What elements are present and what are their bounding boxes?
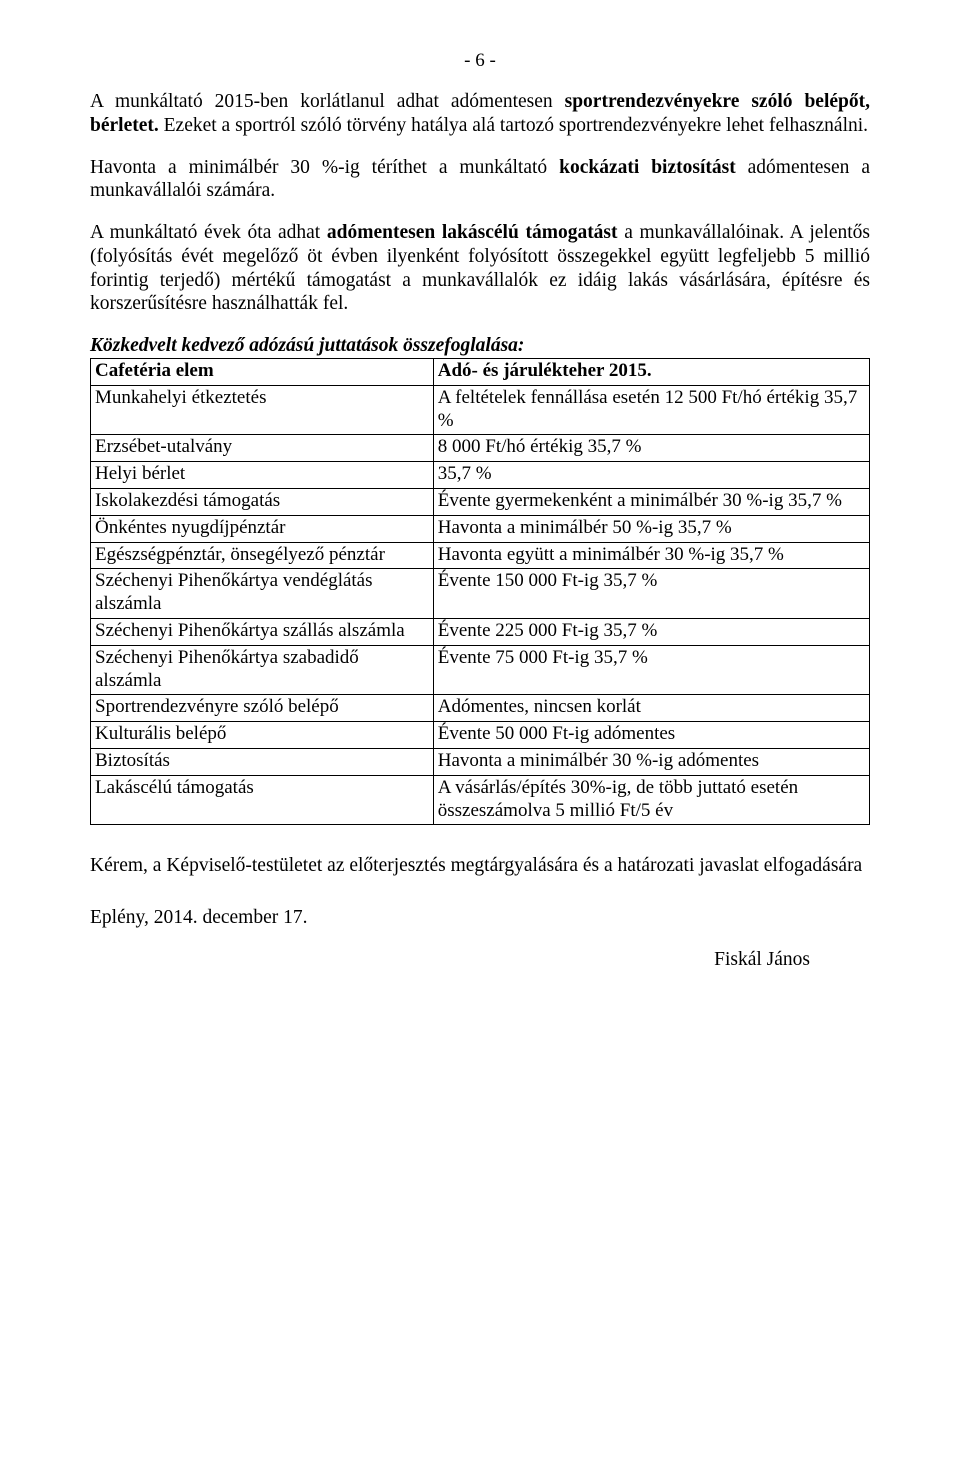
table-cell: 35,7 % [433, 462, 869, 489]
table-cell: Évente 75 000 Ft-ig 35,7 % [433, 645, 869, 695]
table-cell: Évente gyermekenként a minimálbér 30 %-i… [433, 489, 869, 516]
table-cell: Biztosítás [91, 748, 434, 775]
table-cell: Helyi bérlet [91, 462, 434, 489]
table-cell: Havonta a minimálbér 30 %-ig adómentes [433, 748, 869, 775]
table-row: Kulturális belépőÉvente 50 000 Ft-ig adó… [91, 722, 870, 749]
table-cell: Évente 50 000 Ft-ig adómentes [433, 722, 869, 749]
table-row: Széchenyi Pihenőkártya szállás alszámlaÉ… [91, 619, 870, 646]
table-cell: Havonta a minimálbér 50 %-ig 35,7 % [433, 515, 869, 542]
table-header-row: Cafetéria elem Adó- és járulékteher 2015… [91, 359, 870, 386]
paragraph-1: A munkáltató 2015-ben korlátlanul adhat … [90, 90, 870, 138]
table-row: Széchenyi Pihenőkártya szabadidő alszáml… [91, 645, 870, 695]
document-page: - 6 - A munkáltató 2015-ben korlátlanul … [0, 0, 960, 1480]
table-cell: Sportrendezvényre szóló belépő [91, 695, 434, 722]
signature-name: Fiskál János [90, 949, 810, 971]
page-number: - 6 - [90, 50, 870, 72]
paragraph-3: A munkáltató évek óta adhat adómentesen … [90, 221, 870, 316]
table-row: BiztosításHavonta a minimálbér 30 %-ig a… [91, 748, 870, 775]
table-cell: Adómentes, nincsen korlát [433, 695, 869, 722]
table-header-c1: Cafetéria elem [91, 359, 434, 386]
table-cell: Havonta együtt a minimálbér 30 %-ig 35,7… [433, 542, 869, 569]
table-cell: A feltételek fennállása esetén 12 500 Ft… [433, 385, 869, 435]
p1-text2: Ezeket a sportról szóló törvény hatálya … [159, 115, 868, 136]
table-cell: Széchenyi Pihenőkártya szállás alszámla [91, 619, 434, 646]
p3-text1: A munkáltató évek óta adhat [90, 222, 327, 243]
closing-paragraph: Kérem, a Képviselő-testületet az előterj… [90, 855, 870, 877]
p3-bold1: adómentesen lakáscélú támogatást [327, 222, 618, 243]
table-row: Sportrendezvényre szóló belépőAdómentes,… [91, 695, 870, 722]
date-place: Eplény, 2014. december 17. [90, 907, 870, 929]
table-cell: Önkéntes nyugdíjpénztár [91, 515, 434, 542]
table-row: Széchenyi Pihenőkártya vendéglátás alszá… [91, 569, 870, 619]
table-cell: Széchenyi Pihenőkártya vendéglátás alszá… [91, 569, 434, 619]
summary-title: Közkedvelt kedvező adózású juttatások ös… [90, 334, 870, 358]
table-cell: Iskolakezdési támogatás [91, 489, 434, 516]
p1-text1: A munkáltató 2015-ben korlátlanul adhat … [90, 91, 565, 112]
table-row: Önkéntes nyugdíjpénztárHavonta a minimál… [91, 515, 870, 542]
table-row: Munkahelyi étkeztetésA feltételek fennál… [91, 385, 870, 435]
table-header-c2: Adó- és járulékteher 2015. [433, 359, 869, 386]
table-row: Helyi bérlet35,7 % [91, 462, 870, 489]
summary-table: Cafetéria elem Adó- és járulékteher 2015… [90, 358, 870, 825]
table-row: Iskolakezdési támogatásÉvente gyermekenk… [91, 489, 870, 516]
paragraph-2: Havonta a minimálbér 30 %-ig téríthet a … [90, 156, 870, 204]
table-cell: Lakáscélú támogatás [91, 775, 434, 825]
table-row: Erzsébet-utalvány8 000 Ft/hó értékig 35,… [91, 435, 870, 462]
table-cell: Széchenyi Pihenőkártya szabadidő alszáml… [91, 645, 434, 695]
table-cell: Munkahelyi étkeztetés [91, 385, 434, 435]
p2-bold1: kockázati biztosítást [559, 157, 736, 178]
p2-text1: Havonta a minimálbér 30 %-ig téríthet a … [90, 157, 559, 178]
table-cell: Egészségpénztár, önsegélyező pénztár [91, 542, 434, 569]
table-row: Egészségpénztár, önsegélyező pénztárHavo… [91, 542, 870, 569]
table-cell: Évente 225 000 Ft-ig 35,7 % [433, 619, 869, 646]
table-cell: Évente 150 000 Ft-ig 35,7 % [433, 569, 869, 619]
table-row: Lakáscélú támogatásA vásárlás/építés 30%… [91, 775, 870, 825]
table-cell: A vásárlás/építés 30%-ig, de több juttat… [433, 775, 869, 825]
table-cell: 8 000 Ft/hó értékig 35,7 % [433, 435, 869, 462]
table-cell: Erzsébet-utalvány [91, 435, 434, 462]
table-cell: Kulturális belépő [91, 722, 434, 749]
